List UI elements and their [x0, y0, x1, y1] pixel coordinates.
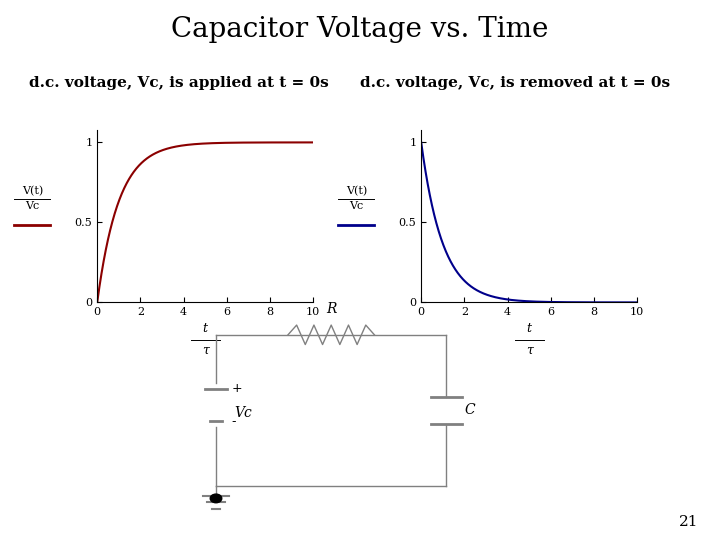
- Text: Vc: Vc: [234, 406, 252, 420]
- Text: C: C: [464, 403, 475, 417]
- Text: 21: 21: [679, 515, 698, 529]
- Text: -: -: [232, 415, 236, 428]
- Text: V(t): V(t): [22, 186, 43, 196]
- Text: t: t: [527, 322, 531, 335]
- Text: τ: τ: [526, 343, 533, 356]
- Text: Vc: Vc: [25, 201, 40, 212]
- Text: V(t): V(t): [346, 186, 367, 196]
- Text: d.c. voltage, Vc, is removed at t = 0s: d.c. voltage, Vc, is removed at t = 0s: [360, 76, 670, 90]
- Text: Vc: Vc: [349, 201, 364, 212]
- Text: τ: τ: [202, 343, 209, 356]
- Text: +: +: [232, 382, 243, 395]
- Text: d.c. voltage, Vc, is applied at t = 0s: d.c. voltage, Vc, is applied at t = 0s: [29, 76, 328, 90]
- Text: t: t: [203, 322, 207, 335]
- Text: Capacitor Voltage vs. Time: Capacitor Voltage vs. Time: [171, 16, 549, 43]
- Text: R: R: [326, 302, 336, 316]
